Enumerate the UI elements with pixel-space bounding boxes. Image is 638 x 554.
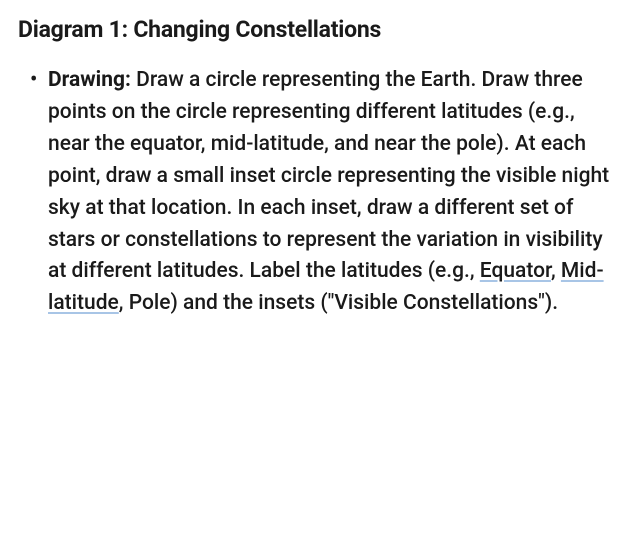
instruction-item: Drawing: Draw a circle representing the … <box>18 65 620 320</box>
instruction-list: Drawing: Draw a circle representing the … <box>18 65 620 320</box>
sep-1: , <box>551 259 561 283</box>
bullet-text-2: , Pole) and the insets ("Visible Constel… <box>119 291 558 315</box>
bullet-text-1: Draw a circle representing the Earth. Dr… <box>48 68 609 283</box>
bullet-label: Drawing: <box>48 68 131 92</box>
link-equator[interactable]: Equator <box>480 259 551 283</box>
diagram-heading: Diagram 1: Changing Constellations <box>18 16 620 43</box>
